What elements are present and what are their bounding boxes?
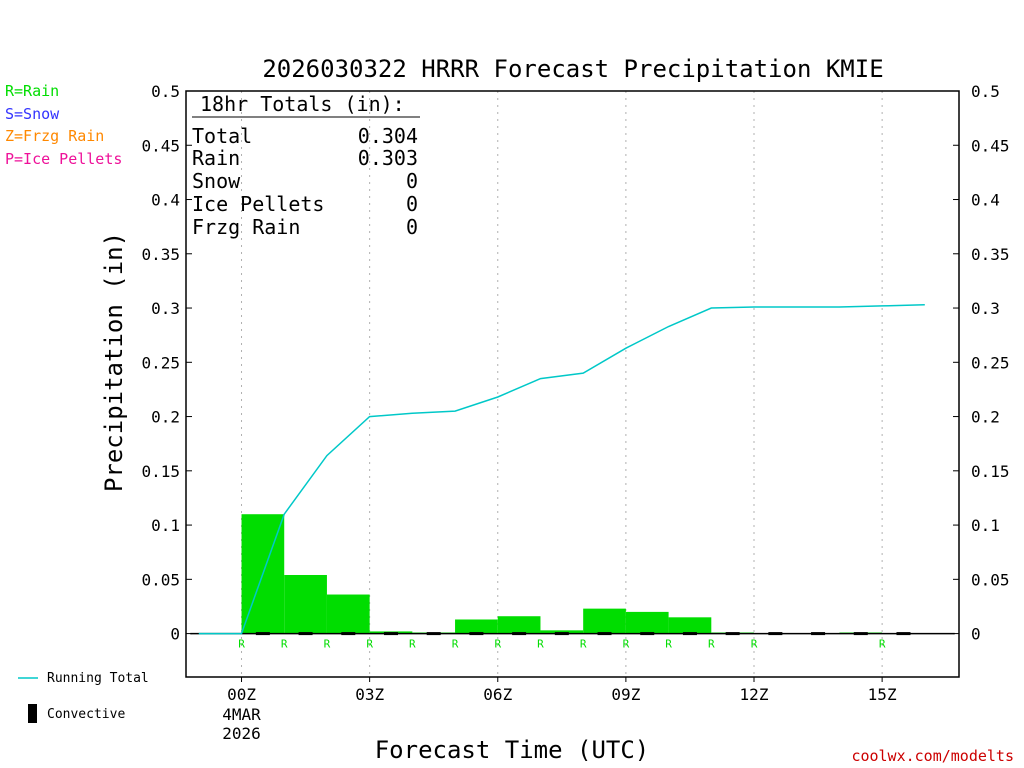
- precip-bar: [326, 594, 370, 634]
- convective-bar: [768, 632, 783, 636]
- plot-area: R R R R R R R R R R R R R R0 00.05 0.050.1 0.10.15 0.150.…: [141, 82, 1009, 743]
- credit-text: coolwx.com/modelts: [851, 747, 1014, 765]
- y-tick-label-right: 0.35: [971, 245, 1010, 264]
- convective-bar: [597, 632, 612, 636]
- precip-bar: [455, 619, 498, 634]
- convective-bar: [383, 632, 398, 636]
- ptype-marker-r: R: [238, 638, 245, 651]
- ptype-marker-r: R: [366, 638, 373, 651]
- ptype-marker-r: R: [580, 638, 587, 651]
- totals-total-label: Total: [192, 124, 252, 148]
- y-tick-label-right: 0.05: [971, 570, 1010, 589]
- x-axis-label: Forecast Time (UTC): [375, 736, 650, 764]
- y-tick-label-right: 0.2: [971, 408, 1000, 427]
- y-tick-label-left: 0.2: [151, 408, 180, 427]
- totals-snow-value: 0: [406, 169, 418, 193]
- precip-bar: [497, 616, 541, 634]
- convective-bar: [640, 632, 655, 636]
- convective-bar: [512, 632, 527, 636]
- precip-bar: [540, 630, 584, 634]
- totals-ice-pellets-label: Ice Pellets: [192, 192, 324, 216]
- convective-bar: [298, 632, 313, 636]
- totals-frzg-rain-value: 0: [406, 215, 418, 239]
- x-tick-date-label: 4MAR: [222, 705, 261, 724]
- y-tick-label-left: 0.35: [141, 245, 180, 264]
- precip-bar: [583, 608, 626, 634]
- totals-total-value: 0.304: [358, 124, 418, 148]
- convective-bar: [811, 632, 826, 636]
- totals-rain-label: Rain: [192, 146, 240, 170]
- totals-header: 18hr Totals (in):: [200, 92, 405, 116]
- legend-ice-pellets: P=Ice Pellets: [5, 150, 122, 168]
- running-total-line: [198, 304, 925, 635]
- y-tick-label-left: 0.45: [141, 136, 180, 155]
- y-tick-label-right: 0.5: [971, 82, 1000, 101]
- convective-bar: [341, 632, 356, 636]
- ptype-marker-r: R: [537, 638, 544, 651]
- bottom-legend: Running Total Convective: [18, 671, 149, 723]
- convective-bar: [896, 632, 911, 636]
- convective-bar: [426, 632, 441, 636]
- convective-bar: [725, 632, 740, 636]
- ptype-marker-r: R: [665, 638, 672, 651]
- x-tick-label: 03Z: [355, 685, 384, 704]
- convective-bar: [554, 632, 569, 636]
- y-axis-label: Precipitation (in): [100, 232, 128, 492]
- y-tick-label-left: 0.3: [151, 299, 180, 318]
- y-tick-label-right: 0.25: [971, 353, 1010, 372]
- x-tick-label: 12Z: [740, 685, 769, 704]
- precip-bar: [668, 617, 712, 634]
- ptype-marker-r: R: [708, 638, 715, 651]
- convective-bar: [682, 632, 697, 636]
- legend-frzg-rain: Z=Frzg Rain: [5, 127, 104, 145]
- y-tick-label-right: 0.45: [971, 136, 1010, 155]
- y-tick-label-left: 0.5: [151, 82, 180, 101]
- convective-swatch: [28, 704, 37, 723]
- convective-bar: [255, 632, 270, 636]
- totals-ice-pellets-value: 0: [406, 192, 418, 216]
- y-tick-label-left: 0.15: [141, 462, 180, 481]
- y-tick-label-right: 0.4: [971, 191, 1000, 210]
- y-tick-label-left: 0.05: [141, 570, 180, 589]
- y-tick-label-left: 0: [170, 625, 180, 644]
- x-tick-label: 06Z: [483, 685, 512, 704]
- y-tick-label-left: 0.4: [151, 191, 180, 210]
- y-tick-label-right: 0.15: [971, 462, 1010, 481]
- y-tick-label-right: 0: [971, 625, 981, 644]
- precip-bar: [284, 574, 327, 634]
- y-tick-label-right: 0.1: [971, 516, 1000, 535]
- ptype-marker-r: R: [494, 638, 501, 651]
- y-tick-label-left: 0.25: [141, 353, 180, 372]
- x-tick-label: 00Z: [227, 685, 256, 704]
- ptype-marker-r: R: [452, 638, 459, 651]
- ptype-marker-r: R: [751, 638, 758, 651]
- totals-frzg-rain-label: Frzg Rain: [192, 215, 300, 239]
- chart-title: 2026030322 HRRR Forecast Precipitation K…: [262, 55, 883, 83]
- totals-box: 18hr Totals (in): Total 0.304 Rain 0.303…: [192, 92, 420, 239]
- totals-rain-value: 0.303: [358, 146, 418, 170]
- ptype-marker-r: R: [324, 638, 331, 651]
- legend-rain: R=Rain: [5, 82, 59, 100]
- convective-bar: [469, 632, 484, 636]
- x-tick-label: 15Z: [868, 685, 897, 704]
- ptype-marker-r: R: [281, 638, 288, 651]
- totals-snow-label: Snow: [192, 169, 241, 193]
- convective-bar: [853, 632, 868, 636]
- precip-bar: [625, 611, 669, 634]
- x-tick-year-label: 2026: [222, 724, 261, 743]
- ptype-marker-r: R: [879, 638, 886, 651]
- x-tick-label: 09Z: [611, 685, 640, 704]
- running-total-legend-label: Running Total: [47, 671, 149, 686]
- legend-snow: S=Snow: [5, 105, 60, 123]
- y-tick-label-left: 0.1: [151, 516, 180, 535]
- ptype-legend: R=Rain S=Snow Z=Frzg Rain P=Ice Pellets: [5, 82, 122, 168]
- convective-legend-label: Convective: [47, 707, 125, 722]
- y-tick-label-right: 0.3: [971, 299, 1000, 318]
- plot-frame: [185, 90, 960, 678]
- ptype-marker-r: R: [623, 638, 630, 651]
- ptype-marker-r: R: [409, 638, 416, 651]
